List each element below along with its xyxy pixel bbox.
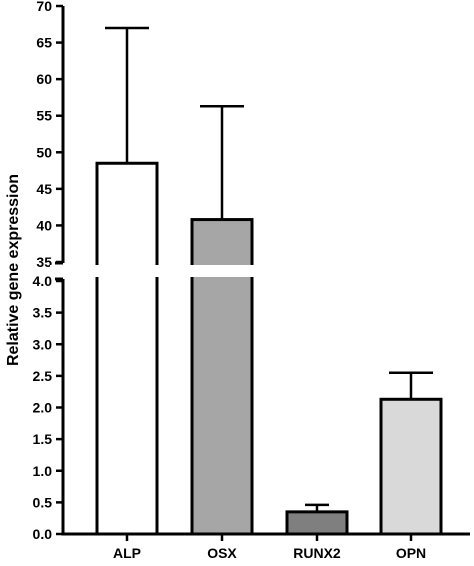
axis-break bbox=[50, 261, 270, 281]
y-tick-label: 0.0 bbox=[33, 526, 53, 542]
error-bar-osx bbox=[200, 104, 244, 220]
y-tick-label: 3.5 bbox=[33, 305, 53, 321]
y-tick-label: 70 bbox=[36, 0, 52, 14]
y-tick-label: 2.5 bbox=[33, 368, 53, 384]
error-bar-opn bbox=[389, 371, 433, 400]
y-tick-label: 60 bbox=[36, 71, 52, 87]
y-tick-label: 3.0 bbox=[33, 336, 53, 352]
y-tick-label: 1.5 bbox=[33, 431, 53, 447]
y-tick-label: 2.0 bbox=[33, 400, 53, 416]
y-axis-label: Relative gene expression bbox=[5, 174, 22, 366]
y-tick-label: 1.0 bbox=[33, 463, 53, 479]
bar-alp bbox=[95, 161, 159, 536]
error-bars-layer bbox=[105, 26, 433, 512]
y-tick-label: 45 bbox=[36, 181, 52, 197]
y-axis bbox=[56, 4, 470, 541]
axis-break-gap bbox=[50, 265, 270, 277]
bars-layer bbox=[95, 161, 443, 536]
x-tick-label-runx2: RUNX2 bbox=[293, 545, 341, 561]
y-tick-label: 40 bbox=[36, 217, 52, 233]
y-tick-label: 4.0 bbox=[33, 273, 53, 289]
error-bar-alp bbox=[105, 26, 149, 164]
x-tick-label-alp: ALP bbox=[113, 545, 141, 561]
y-tick-label: 55 bbox=[36, 108, 52, 124]
bar-runx2 bbox=[285, 510, 349, 536]
y-tick-label: 65 bbox=[36, 35, 52, 51]
error-bar-runx2 bbox=[305, 503, 329, 512]
x-tick-labels: ALP OSX RUNX2 OPN bbox=[113, 545, 426, 561]
y-tick-labels: 0.0 0.5 1.0 1.5 2.0 2.5 3.0 3.5 4.0 35 40 45 50 55 60 6… bbox=[33, 0, 53, 542]
x-tick-label-opn: OPN bbox=[396, 545, 426, 561]
y-tick-label: 50 bbox=[36, 144, 52, 160]
bar-opn bbox=[379, 397, 443, 536]
x-tick-label-osx: OSX bbox=[207, 545, 237, 561]
y-tick-label: 35 bbox=[36, 254, 52, 270]
y-tick-label: 0.5 bbox=[33, 494, 53, 510]
